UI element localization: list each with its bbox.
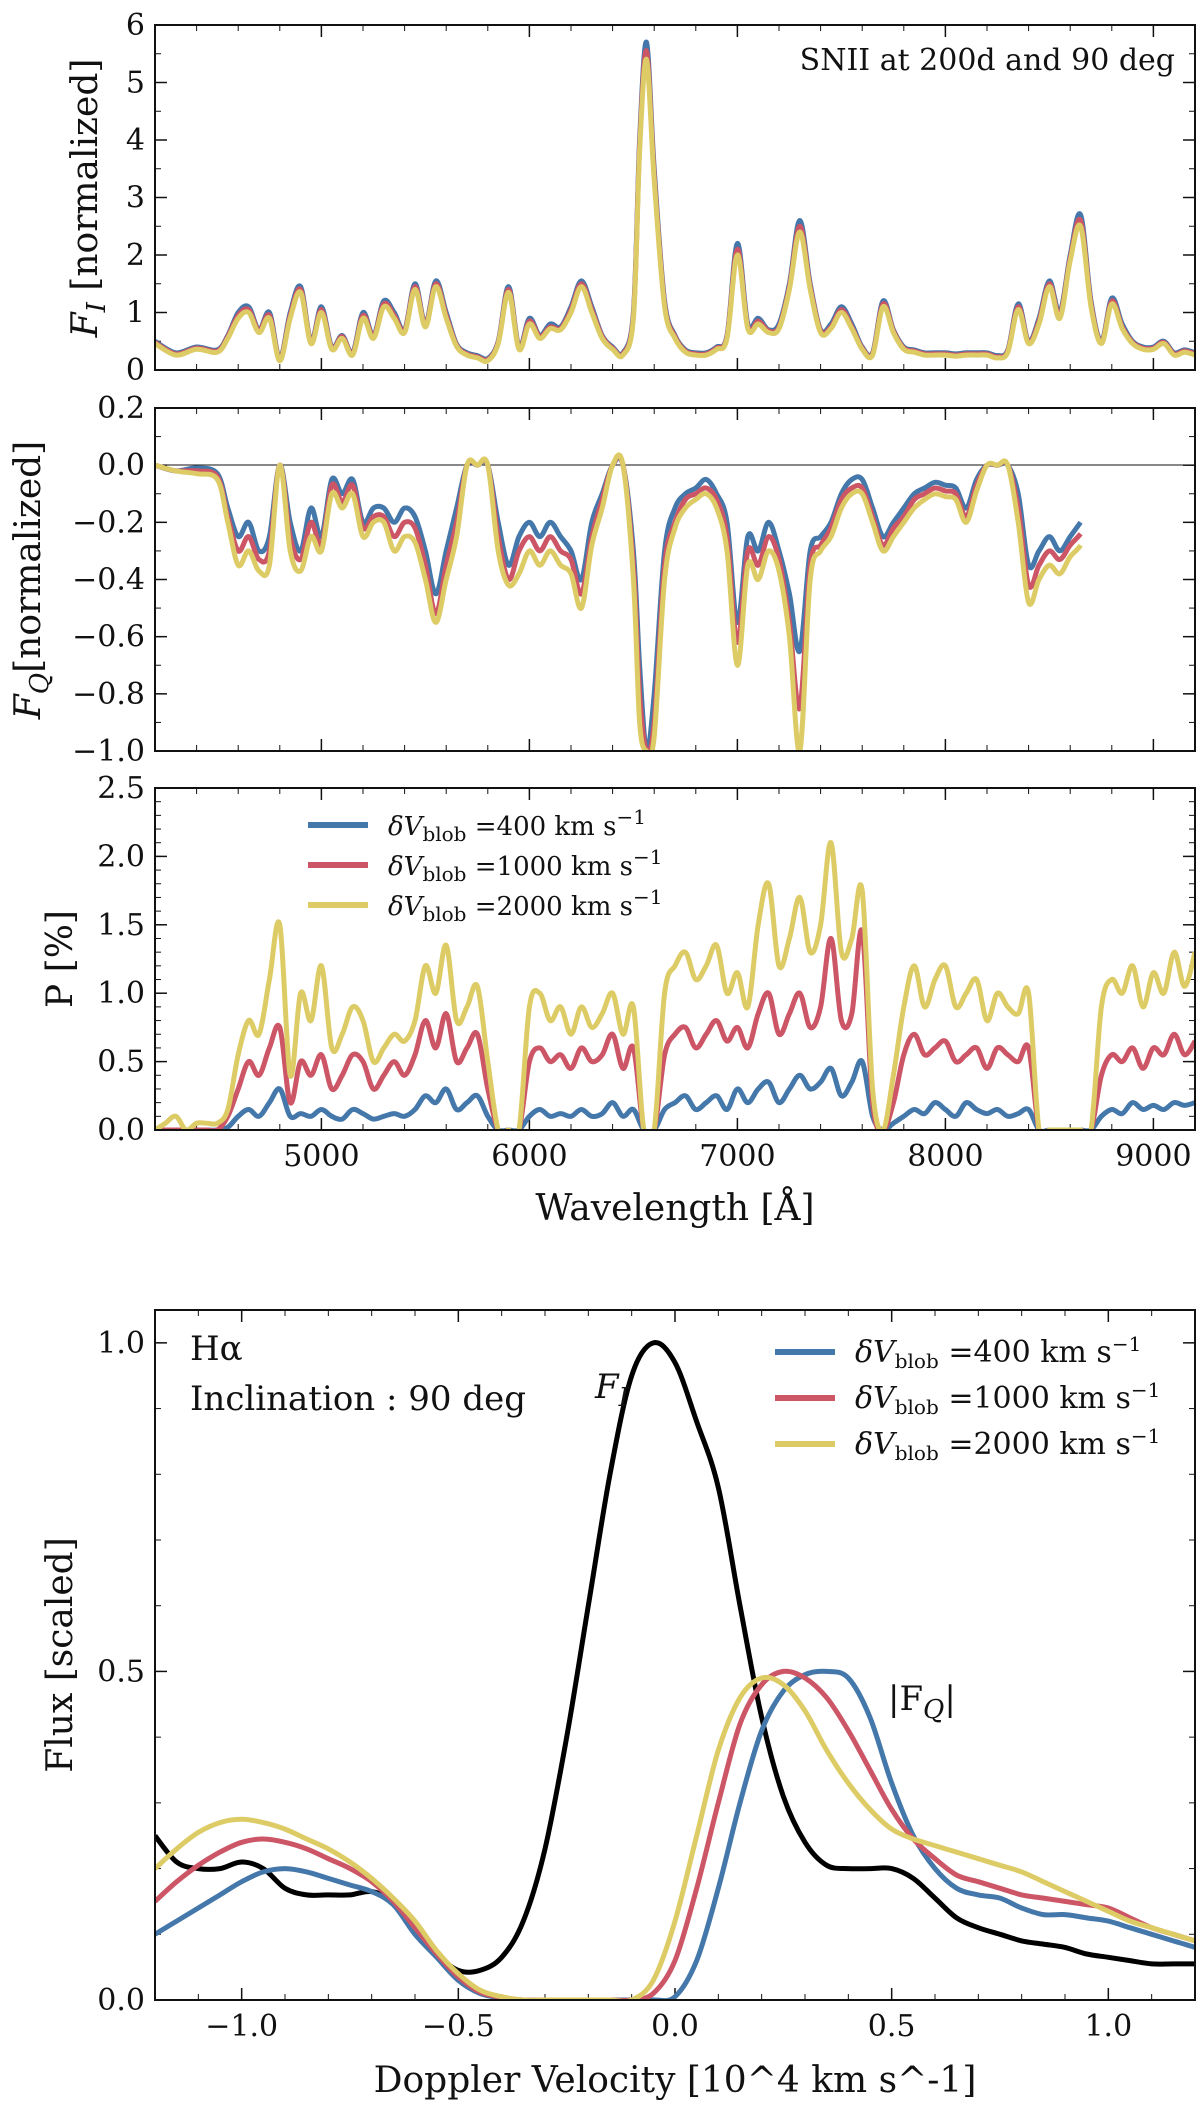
panel-halpha: −1.0 −0.5 0.0 0.5 1.0 0.0 0.5 1.0 Hα Inclinatio… — [40, 1309, 1196, 2101]
panel-p-frame — [154, 787, 1196, 1131]
panel-fq-ylabel: FQ[normalized] — [8, 441, 55, 720]
ytick-label: 0.0 — [97, 448, 145, 483]
ytick-label: 2.5 — [97, 771, 145, 806]
panel-halpha-frame — [154, 1309, 1196, 2001]
ytick-label: −0.6 — [72, 620, 145, 655]
ytick-label: 4 — [126, 123, 145, 158]
xtick-label: 9000 — [1115, 1139, 1191, 1174]
xtick-label: −0.5 — [422, 2009, 495, 2044]
panel-p-xlabel: Wavelength [Å] — [535, 1187, 814, 1229]
panel-fi-frame — [154, 24, 1196, 371]
panel-p-ticks: 5000 6000 7000 8000 9000 0.0 0.5 1.0 1.5 2.0 2.5 — [97, 771, 1196, 1174]
panel-fq-lines — [155, 452, 1083, 751]
ytick-label: 0.2 — [97, 391, 145, 426]
series-line-2 — [155, 927, 1195, 1130]
ytick-label: 0.0 — [97, 1983, 145, 2018]
panel-p: 5000 6000 7000 8000 9000 0.0 0.5 1.0 1.5 2.0 2.5 P… — [40, 771, 1196, 1229]
panel-p-ylabel: P [%] — [40, 910, 81, 1008]
series-line-3 — [155, 56, 1195, 364]
ytick-label: 6 — [126, 8, 145, 43]
xtick-label: 0.0 — [651, 2009, 699, 2044]
panel-fq: −1.0 −0.8 −0.6 −0.4 −0.2 0.0 0.2 FQ[normalized… — [8, 391, 1196, 769]
xtick-label: 0.5 — [868, 2009, 916, 2044]
ytick-label: 1 — [126, 296, 145, 331]
legend-label: δVblob =2000 km s−1 — [855, 1424, 1160, 1465]
series-line-1 — [155, 1058, 1195, 1130]
series-line-2 — [155, 1668, 1195, 2000]
panel-halpha-subtitle: Inclination : 90 deg — [190, 1379, 526, 1419]
panel-halpha-ylabel: Flux [scaled] — [40, 1537, 81, 1772]
ytick-label: −0.4 — [72, 563, 145, 598]
annotation-fi: FI — [594, 1367, 630, 1413]
panel-p-lines — [155, 840, 1195, 1130]
panel-halpha-lines — [155, 1340, 1195, 2000]
panel-fi-title: SNII at 200d and 90 deg — [800, 43, 1175, 78]
ytick-label: −1.0 — [72, 734, 145, 769]
series-line-3 — [155, 452, 1083, 751]
panel-fi-lines — [155, 39, 1195, 364]
annotation-fq: |FQ| — [888, 1679, 956, 1725]
ytick-label: 3 — [126, 181, 145, 216]
panel-halpha-xlabel: Doppler Velocity [10^4 km s^-1] — [374, 2060, 977, 2101]
ytick-label: 1.0 — [97, 976, 145, 1011]
xtick-label: 1.0 — [1084, 2009, 1132, 2044]
panel-fi-ylabel: FI [normalized] — [65, 59, 112, 339]
panel-halpha-title: Hα — [190, 1329, 243, 1369]
series-line-3 — [155, 1668, 1195, 2000]
xtick-label: −1.0 — [205, 2009, 278, 2044]
xtick-label: 8000 — [907, 1139, 983, 1174]
ytick-label: 2 — [126, 238, 145, 273]
series-line-3 — [155, 840, 1195, 1130]
legend-label: δVblob =400 km s−1 — [388, 805, 646, 846]
xtick-label: 6000 — [491, 1139, 567, 1174]
series-line-4 — [155, 1674, 1195, 2000]
panel-fi: 0 1 2 3 4 5 6 SNII at 200d and 90 deg FI [norm… — [65, 8, 1196, 388]
panel-fi-ticks: 0 1 2 3 4 5 6 — [126, 8, 1196, 388]
ytick-label: 0.5 — [97, 1045, 145, 1080]
panel-halpha-legend: δVblob =400 km s−1 δVblob =1000 km s−1 δVb… — [775, 1332, 1160, 1465]
panel-fq-frame — [154, 407, 1196, 752]
panel-halpha-ticks: −1.0 −0.5 0.0 0.5 1.0 0.0 0.5 1.0 — [97, 1310, 1196, 2044]
ytick-label: 0 — [126, 353, 145, 388]
xtick-label: 5000 — [283, 1139, 359, 1174]
xtick-label: 7000 — [699, 1139, 775, 1174]
ytick-label: 1.5 — [97, 908, 145, 943]
legend-label: δVblob =400 km s−1 — [855, 1332, 1141, 1373]
series-line-1 — [155, 1340, 1195, 1975]
ytick-label: 0.0 — [97, 1113, 145, 1148]
ytick-label: 0.5 — [97, 1654, 145, 1689]
ytick-label: 2.0 — [97, 839, 145, 874]
legend-label: δVblob =1000 km s−1 — [388, 845, 662, 886]
legend-label: δVblob =2000 km s−1 — [388, 885, 662, 926]
ytick-label: −0.2 — [72, 505, 145, 540]
legend-label: δVblob =1000 km s−1 — [855, 1378, 1160, 1419]
ytick-label: −0.8 — [72, 677, 145, 712]
ytick-label: 1.0 — [97, 1326, 145, 1361]
ytick-label: 5 — [126, 66, 145, 101]
